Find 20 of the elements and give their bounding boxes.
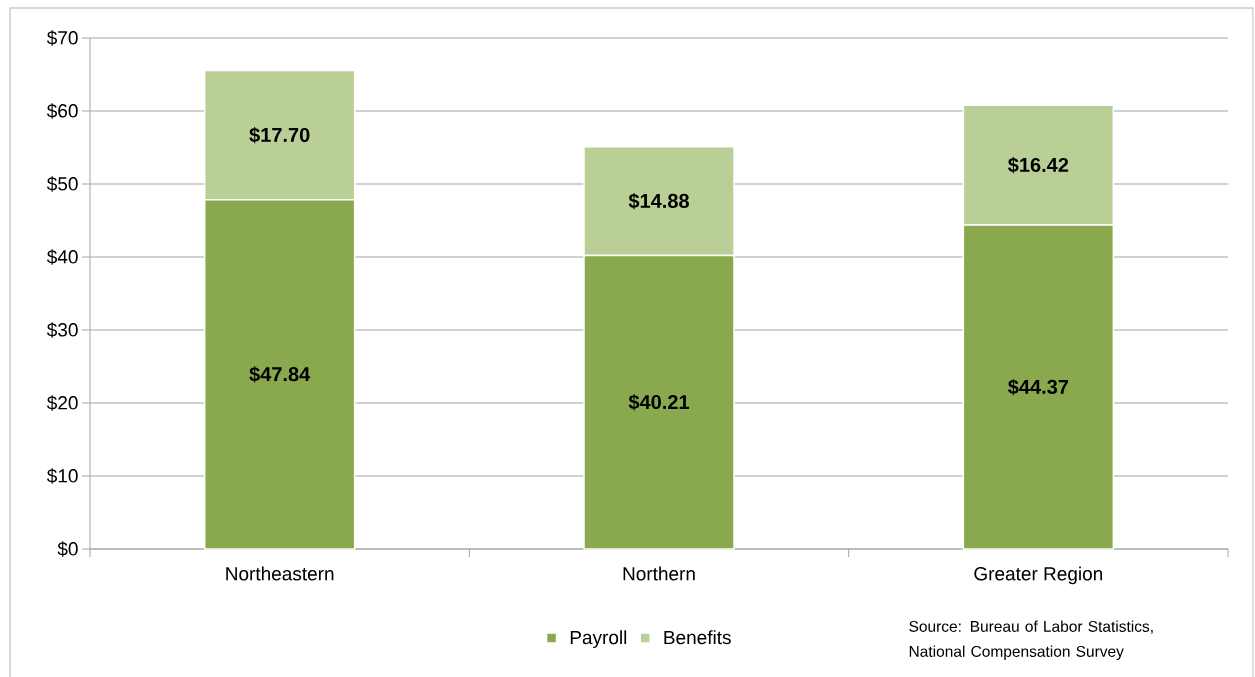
y-tick-label: $20 xyxy=(46,395,78,411)
source-note: Source: Bureau of Labor Statistics, National Compensation Survey xyxy=(909,620,1153,660)
data-label: $44.37 xyxy=(1008,378,1069,396)
legend-label: Benefits xyxy=(664,630,731,645)
legend-label: Payroll xyxy=(570,630,627,648)
y-tick-label: $60 xyxy=(46,103,78,119)
data-label: $17.70 xyxy=(249,127,310,144)
x-tick-label: Greater Region xyxy=(974,566,1103,585)
x-tick-label: Northeastern xyxy=(226,566,334,581)
y-tick-label: $0 xyxy=(57,541,78,557)
data-label: $16.42 xyxy=(1008,157,1069,174)
y-tick-label: $40 xyxy=(46,249,78,265)
y-tick-label: $10 xyxy=(46,468,78,484)
x-tick-label: Northern xyxy=(623,566,695,581)
y-tick-label: $70 xyxy=(46,30,78,46)
data-label: $40.21 xyxy=(628,394,690,411)
y-tick-label: $50 xyxy=(46,176,78,192)
y-tick-label: $30 xyxy=(46,322,78,338)
data-label: $14.88 xyxy=(628,192,689,210)
data-label: $47.84 xyxy=(249,366,311,383)
